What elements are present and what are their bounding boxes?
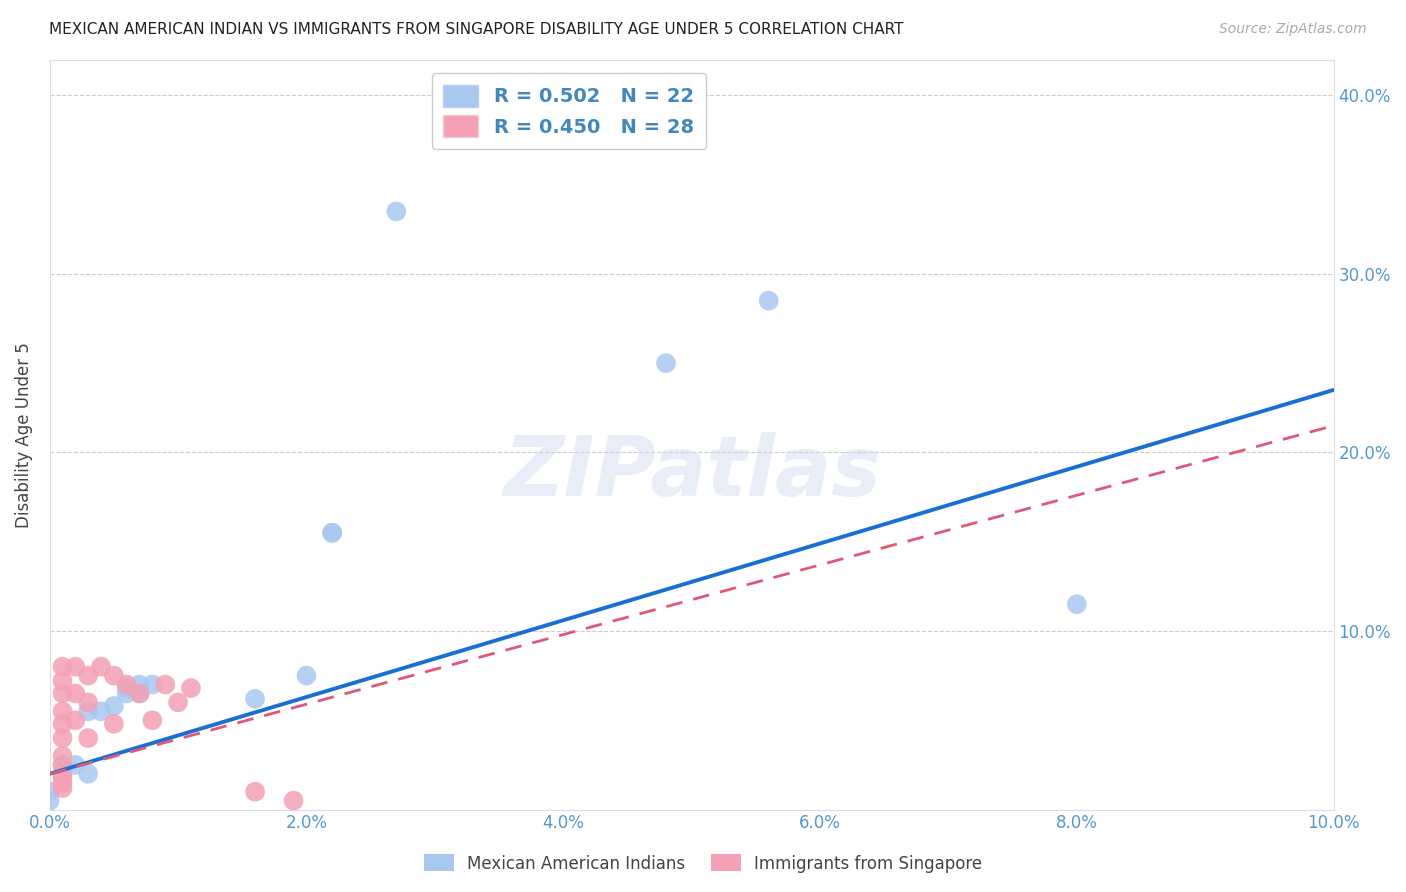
Point: [103, 716, 125, 731]
Point: [51, 758, 73, 772]
Point: [283, 794, 305, 808]
Legend: Mexican American Indians, Immigrants from Singapore: Mexican American Indians, Immigrants fro…: [418, 847, 988, 880]
Text: ZIPatlas: ZIPatlas: [503, 432, 880, 513]
Point: [51, 758, 73, 772]
Point: [90, 704, 112, 718]
Point: [655, 356, 678, 370]
Point: [51, 704, 73, 718]
Point: [243, 691, 266, 706]
Text: Source: ZipAtlas.com: Source: ZipAtlas.com: [1219, 22, 1367, 37]
Point: [51, 686, 73, 700]
Point: [321, 525, 343, 540]
Point: [77, 704, 100, 718]
Point: [155, 677, 177, 691]
Point: [1066, 597, 1088, 611]
Point: [385, 204, 408, 219]
Point: [90, 659, 112, 673]
Point: [65, 758, 87, 772]
Point: [65, 713, 87, 727]
Point: [65, 659, 87, 673]
Point: [128, 686, 150, 700]
Point: [38, 785, 60, 799]
Point: [321, 525, 343, 540]
Point: [51, 659, 73, 673]
Point: [51, 767, 73, 781]
Point: [295, 668, 318, 682]
Point: [77, 695, 100, 709]
Point: [103, 698, 125, 713]
Point: [38, 794, 60, 808]
Point: [51, 731, 73, 745]
Y-axis label: Disability Age Under 5: Disability Age Under 5: [15, 342, 32, 527]
Point: [51, 749, 73, 764]
Point: [65, 686, 87, 700]
Point: [77, 731, 100, 745]
Point: [51, 776, 73, 790]
Point: [51, 716, 73, 731]
Point: [51, 673, 73, 688]
Legend: R = 0.502   N = 22, R = 0.450   N = 28: R = 0.502 N = 22, R = 0.450 N = 28: [432, 73, 706, 149]
Point: [758, 293, 780, 308]
Point: [77, 767, 100, 781]
Point: [141, 677, 163, 691]
Point: [115, 677, 138, 691]
Point: [103, 668, 125, 682]
Point: [243, 785, 266, 799]
Point: [115, 686, 138, 700]
Point: [180, 681, 202, 695]
Text: MEXICAN AMERICAN INDIAN VS IMMIGRANTS FROM SINGAPORE DISABILITY AGE UNDER 5 CORR: MEXICAN AMERICAN INDIAN VS IMMIGRANTS FR…: [49, 22, 904, 37]
Point: [128, 686, 150, 700]
Point: [51, 781, 73, 796]
Point: [77, 668, 100, 682]
Point: [115, 681, 138, 695]
Point: [51, 771, 73, 785]
Point: [141, 713, 163, 727]
Point: [128, 677, 150, 691]
Point: [167, 695, 190, 709]
